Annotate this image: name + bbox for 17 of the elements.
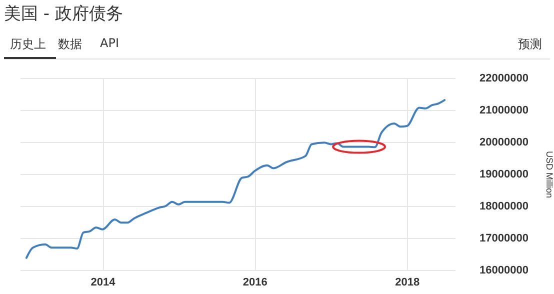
y-tick-label: 20000000 bbox=[480, 136, 528, 148]
y-tick-label: 17000000 bbox=[480, 232, 528, 244]
chart-title: 美国 - 政府债务 bbox=[4, 3, 123, 25]
text: 数据 bbox=[58, 36, 82, 53]
y-axis-title: USD Million bbox=[544, 150, 554, 198]
text: 历史上 bbox=[4, 36, 56, 59]
y-tick-label: 16000000 bbox=[480, 264, 528, 276]
x-tick-label: 2014 bbox=[90, 276, 116, 288]
y-tick-label: 22000000 bbox=[480, 72, 528, 84]
text: 预测 bbox=[518, 36, 542, 53]
y-tick-label: 19000000 bbox=[480, 168, 528, 180]
text: API bbox=[100, 36, 119, 50]
line-series bbox=[25, 99, 446, 259]
y-tick-label: 18000000 bbox=[480, 200, 528, 212]
x-tick-label: 2016 bbox=[242, 276, 268, 288]
y-tick-label: 21000000 bbox=[480, 104, 528, 116]
x-tick-label: 2018 bbox=[395, 276, 420, 288]
